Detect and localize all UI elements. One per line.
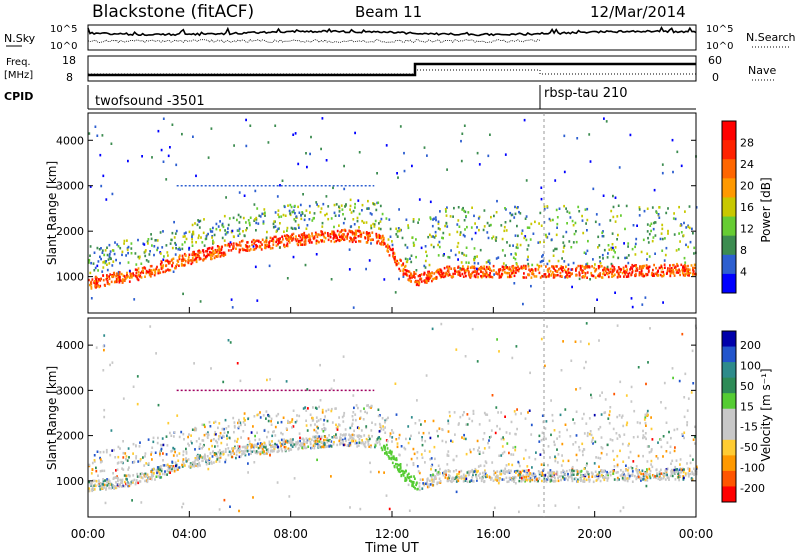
power-colorbar-tick: 4 — [740, 266, 747, 279]
noise-right-tick-top: 10^5 — [706, 24, 733, 35]
x-tick-label: 04:00 — [172, 527, 207, 541]
noise-search-trace — [87, 39, 541, 44]
cpid-panel: CPID twofsound -3501 rbsp-tau 210 — [4, 85, 696, 110]
velocity-color-swatch — [722, 424, 736, 441]
power-color-swatch — [722, 121, 736, 141]
velocity-colorbar-tick: -50 — [740, 441, 758, 454]
power-frame — [87, 112, 697, 314]
velocity-color-swatch — [722, 470, 736, 487]
power-colorbar-frame — [721, 120, 737, 294]
power-color-swatch — [722, 140, 736, 160]
velocity-colorbar-tick: 50 — [740, 380, 754, 393]
noise-left-tick-top: 10^5 — [50, 24, 77, 35]
time-axis-label: Time UT — [364, 541, 418, 554]
nsky-label: N.Sky — [4, 32, 36, 45]
power-y-ticks: 1000 2000 3000 4000 — [56, 134, 696, 284]
velocity-echoes — [88, 322, 698, 514]
velocity-colorbar-tick: 15 — [740, 400, 754, 413]
power-panel: 1000 2000 3000 4000 Slant Range [km] 4 8 12 16… — [45, 112, 773, 314]
power-color-swatch — [722, 235, 736, 256]
power-colorbar-tick: 12 — [740, 223, 754, 236]
freq-left-tick-bottom: 8 — [66, 71, 73, 84]
velocity-colorbar-tick: -15 — [740, 421, 758, 434]
x-tick-label: 20:00 — [577, 527, 612, 541]
power-color-swatch — [722, 159, 736, 179]
y-tick-label: 1000 — [56, 271, 84, 284]
nsearch-label: N.Search — [746, 31, 796, 44]
velocity-colorbar: 200 100 50 15 -15 -50 -100 -200 — [721, 330, 765, 503]
velocity-ylabel: Slant Range [km] — [45, 366, 59, 470]
freq-right-tick-top: 60 — [708, 54, 722, 67]
freq-left-tick-top: 18 — [62, 54, 76, 67]
velocity-colorbar-label: Velocity [m s⁻¹] — [759, 368, 773, 461]
velocity-color-swatch — [722, 346, 736, 363]
nave-label: Nave — [748, 64, 776, 77]
velocity-color-swatch — [722, 362, 736, 379]
y-tick-label: 4000 — [56, 134, 84, 147]
nave-trace — [88, 69, 696, 75]
power-colorbar-tick: 24 — [740, 158, 754, 171]
cpid-label: CPID — [4, 90, 33, 103]
freq-panel: Freq. [MHz] 18 8 60 0 Nave — [4, 54, 776, 84]
power-color-swatch — [722, 216, 736, 237]
velocity-color-swatch — [722, 408, 736, 425]
power-colorbar-tick: 28 — [740, 137, 754, 150]
velocity-colorbar-frame — [721, 330, 737, 503]
x-tick-label: 08:00 — [273, 527, 308, 541]
y-tick-label: 1000 — [56, 475, 84, 488]
velocity-color-swatch — [722, 331, 736, 348]
velocity-colorbar-tick: 100 — [740, 359, 761, 372]
noise-trace — [87, 26, 697, 37]
power-colorbar-label: Power [dB] — [759, 177, 773, 242]
power-color-swatch — [722, 197, 736, 218]
velocity-colorbar-tick: -200 — [740, 482, 765, 495]
y-tick-label: 3000 — [56, 384, 84, 397]
y-tick-label: 2000 — [56, 225, 84, 238]
beam-title: Beam 11 — [355, 3, 422, 21]
velocity-colorbar-tick: 200 — [740, 339, 761, 352]
power-colorbar: 4 8 12 16 20 24 28 — [721, 120, 754, 294]
cpid-program-1: twofsound -3501 — [95, 94, 205, 109]
y-tick-label: 4000 — [56, 339, 84, 352]
power-colorbar-tick: 20 — [740, 180, 754, 193]
x-tick-label: 00:00 — [679, 527, 714, 541]
power-color-swatch — [722, 254, 736, 275]
power-ylabel: Slant Range [km] — [45, 161, 59, 265]
noise-right-tick-bottom: 10^0 — [706, 41, 733, 52]
date-title: 12/Mar/2014 — [590, 3, 686, 21]
freq-label: Freq. — [6, 57, 31, 68]
velocity-colorbar-tick: -100 — [740, 462, 765, 475]
power-colorbar-tick: 8 — [740, 244, 747, 257]
velocity-panel: 1000 2000 3000 4000 Slant Range [km] 200 100… — [45, 317, 773, 518]
power-color-swatch — [722, 178, 736, 198]
velocity-frame — [87, 317, 697, 518]
time-axis: 00:00 04:00 08:00 12:00 16:00 20:00 00:00 — [71, 307, 714, 541]
cpid-program-2: rbsp-tau 210 — [544, 86, 628, 101]
x-tick-label: 16:00 — [476, 527, 511, 541]
x-tick-label: 00:00 — [71, 527, 106, 541]
x-tick-label: 12:00 — [375, 527, 410, 541]
power-colorbar-tick: 16 — [740, 201, 754, 214]
velocity-y-ticks: 1000 2000 3000 4000 — [56, 339, 696, 488]
frequency-trace — [88, 62, 696, 77]
velocity-color-swatch — [722, 486, 736, 503]
noise-left-tick-bottom: 10^0 — [50, 41, 77, 52]
noise-panel: N.Sky 10^5 10^0 10^5 10^0 N.Search — [4, 24, 796, 52]
y-tick-label: 3000 — [56, 180, 84, 193]
velocity-color-swatch — [722, 455, 736, 472]
freq-right-tick-bottom: 0 — [712, 71, 719, 84]
velocity-color-swatch — [722, 377, 736, 394]
station-title: Blackstone (fitACF) — [92, 2, 254, 22]
y-tick-label: 2000 — [56, 430, 84, 443]
velocity-color-swatch — [722, 439, 736, 456]
velocity-color-swatch — [722, 393, 736, 410]
power-echoes — [88, 117, 698, 309]
mhz-label: [MHz] — [4, 70, 33, 81]
power-color-swatch — [722, 273, 736, 294]
